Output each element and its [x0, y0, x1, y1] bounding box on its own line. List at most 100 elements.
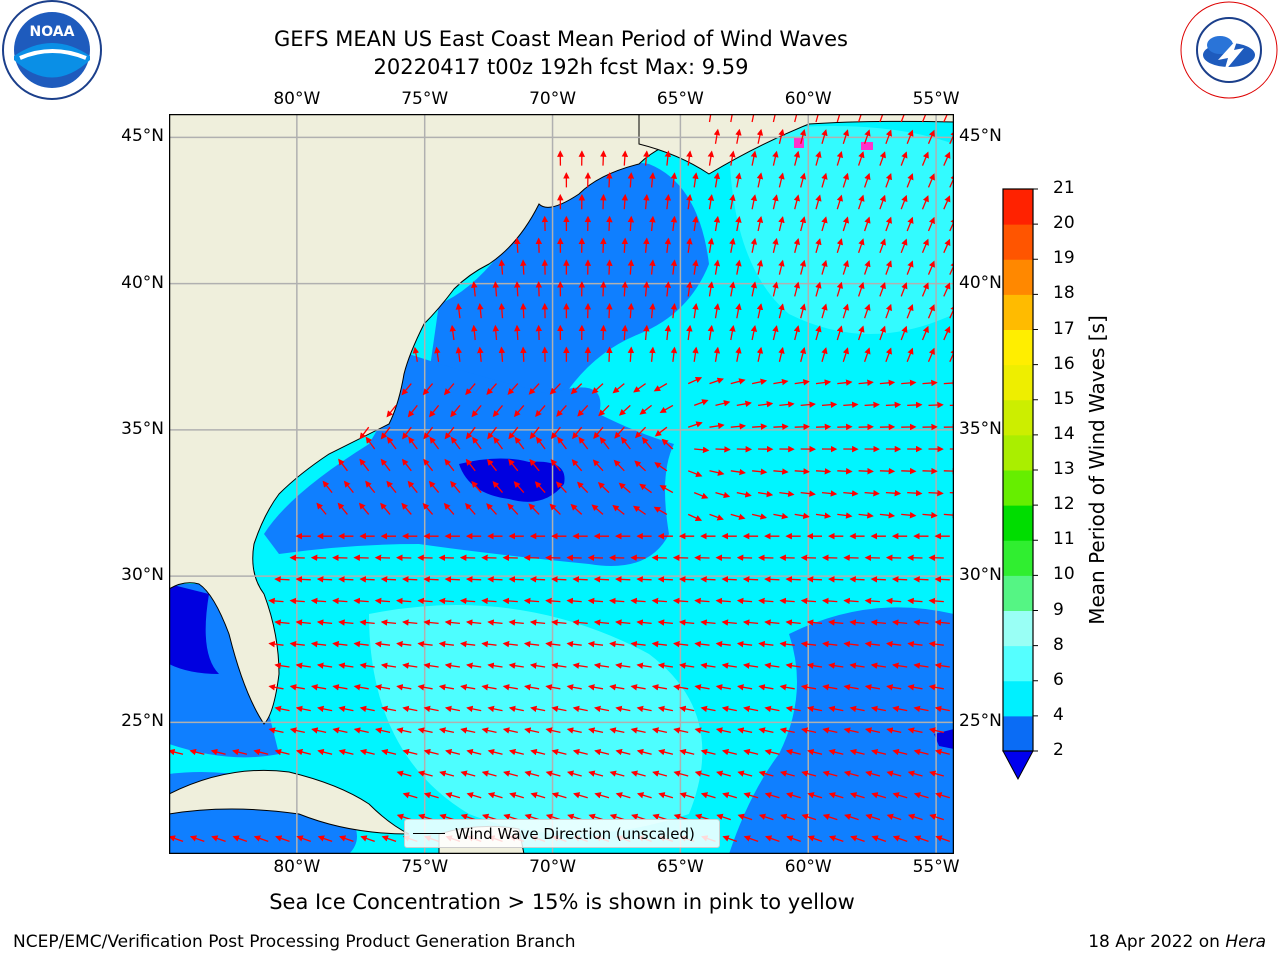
wave-direction-arrow	[934, 662, 950, 669]
wave-direction-arrow	[815, 238, 822, 253]
land-cuba	[169, 769, 410, 835]
wave-direction-arrow	[337, 502, 348, 515]
wave-direction-arrow	[232, 748, 248, 756]
wave-direction-arrow	[551, 619, 567, 626]
wave-direction-arrow	[715, 400, 731, 407]
colorbar-segment	[1003, 505, 1033, 541]
wave-direction-arrow	[779, 401, 795, 408]
wave-direction-arrow	[913, 662, 929, 669]
wave-direction-arrow	[901, 511, 917, 519]
wave-direction-arrow	[735, 215, 742, 232]
wave-direction-arrow	[721, 662, 737, 669]
wave-direction-arrow	[636, 792, 652, 799]
wave-direction-arrow	[799, 259, 807, 275]
wave-direction-arrow	[927, 129, 935, 145]
wave-direction-arrow	[375, 727, 391, 734]
wave-direction-arrow	[529, 576, 546, 583]
wave-direction-arrow	[750, 325, 758, 341]
wave-direction-arrow	[772, 325, 779, 341]
wave-direction-arrow	[801, 813, 817, 821]
wave-direction-arrow	[465, 426, 476, 440]
wave-direction-arrow	[444, 576, 460, 583]
wave-direction-arrow	[503, 813, 519, 821]
wave-direction-arrow	[943, 379, 954, 387]
wave-direction-arrow	[487, 705, 503, 713]
wave-direction-arrow	[396, 770, 412, 777]
wave-direction-arrow	[921, 151, 929, 166]
wave-direction-arrow	[614, 426, 625, 439]
footer-date: 18 Apr 2022 on Hera	[1088, 932, 1266, 952]
wave-direction-arrow	[509, 792, 524, 799]
wave-direction-arrow	[600, 150, 607, 166]
wave-direction-arrow	[913, 792, 929, 799]
noaa-logo: NOAA	[0, 0, 104, 100]
wave-direction-arrow	[338, 705, 354, 713]
wave-direction-arrow	[630, 727, 646, 734]
wave-direction-arrow	[465, 502, 476, 515]
wave-direction-arrow	[615, 662, 631, 669]
wave-direction-arrow	[529, 662, 546, 669]
wave-direction-arrow	[514, 436, 525, 450]
wave-direction-arrow	[715, 727, 731, 734]
wave-direction-arrow	[332, 640, 348, 648]
wave-direction-arrow	[471, 480, 482, 494]
wave-direction-arrow	[921, 195, 929, 210]
wave-direction-arrow	[822, 640, 838, 648]
wave-direction-arrow	[396, 597, 412, 605]
wave-direction-arrow	[386, 480, 397, 494]
wave-direction-arrow	[864, 490, 880, 497]
wave-direction-arrow	[821, 259, 828, 275]
wave-direction-arrow	[843, 727, 859, 734]
wave-direction-arrow	[857, 238, 865, 254]
wave-direction-arrow	[359, 426, 370, 440]
wave-direction-arrow	[750, 237, 758, 253]
wave-direction-arrow	[843, 684, 859, 691]
wave-direction-arrow	[520, 259, 527, 275]
wave-direction-arrow	[487, 792, 503, 799]
wave-direction-arrow	[842, 347, 850, 362]
colorbar-tick-label: 6	[1053, 669, 1064, 690]
colorbar-segment	[1003, 610, 1033, 647]
wave-direction-arrow	[700, 662, 716, 669]
colorbar-tick-label: 4	[1053, 704, 1064, 725]
wave-direction-arrow	[743, 792, 759, 799]
wave-direction-arrow	[707, 237, 715, 253]
wave-direction-arrow	[686, 194, 693, 210]
wave-direction-arrow	[758, 770, 774, 777]
wave-direction-arrow	[643, 281, 650, 297]
wave-direction-arrow	[573, 792, 588, 799]
wave-direction-arrow	[921, 238, 929, 254]
wave-direction-arrow	[615, 576, 631, 583]
wave-direction-arrow	[758, 400, 774, 408]
wave-direction-arrow	[578, 436, 589, 450]
wave-direction-arrow	[949, 173, 954, 188]
wave-direction-arrow	[189, 835, 205, 843]
wave-direction-arrow	[799, 303, 807, 319]
wave-direction-arrow	[599, 436, 610, 450]
wave-direction-arrow	[332, 684, 348, 691]
wave-direction-arrow	[386, 404, 397, 418]
wave-direction-arrow	[423, 458, 434, 472]
wave-direction-arrow	[502, 597, 518, 605]
wave-direction-arrow	[649, 346, 656, 362]
wave-direction-arrow	[828, 705, 844, 713]
wave-direction-arrow	[338, 835, 354, 843]
wave-direction-arrow	[471, 281, 478, 297]
wave-direction-arrow	[815, 468, 832, 475]
wave-direction-arrow	[353, 640, 369, 648]
wave-direction-arrow	[943, 238, 951, 254]
wave-direction-arrow	[210, 748, 226, 756]
wave-direction-arrow	[949, 404, 954, 407]
wave-direction-arrow	[417, 727, 433, 734]
wave-direction-arrow	[735, 303, 742, 319]
wave-direction-arrow	[907, 489, 923, 497]
wave-direction-arrow	[434, 346, 441, 362]
wave-direction-arrow	[906, 260, 914, 275]
wave-direction-arrow	[627, 172, 635, 188]
wave-direction-arrow	[471, 324, 478, 341]
wave-direction-arrow	[914, 835, 929, 843]
wave-direction-arrow	[465, 619, 482, 626]
wave-direction-arrow	[736, 640, 753, 648]
wave-direction-arrow	[380, 705, 397, 713]
wave-direction-arrow	[588, 770, 604, 777]
